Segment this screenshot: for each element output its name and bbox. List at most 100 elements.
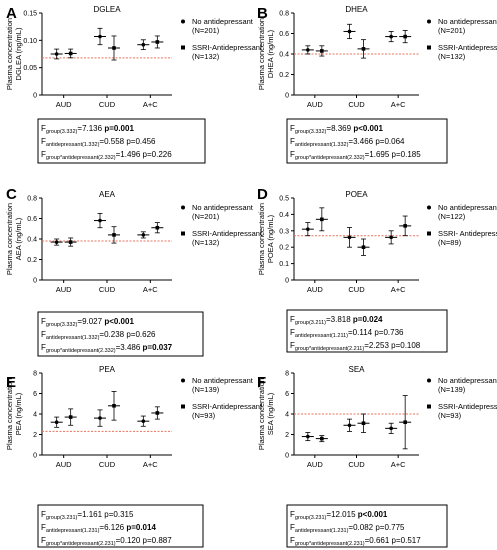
data-point-square — [320, 436, 324, 441]
y-tick-label: 0.6 — [27, 216, 37, 223]
panel-title: AEA — [99, 190, 116, 199]
x-tick-label: A+C — [391, 100, 406, 109]
panel-letter: D — [257, 186, 268, 203]
stats-text: =0.114 p=0.736 — [348, 328, 404, 337]
y-axis-label: Plasma concentrationPOEA (ng/mL) — [257, 203, 275, 275]
stats-line: Fgroup*antidepressant(2.332)=1.695 p=0.1… — [290, 150, 421, 161]
y-axis-label-line: Plasma concentration — [5, 378, 14, 450]
data-point-square — [361, 421, 366, 426]
legend-marker-circle — [427, 19, 431, 24]
y-tick-label: 0 — [33, 93, 37, 100]
x-tick-label: A+C — [143, 285, 158, 294]
stats-line: Fantidepressant(1.332)=0.558 p=0.456 — [41, 137, 156, 148]
legend-label: SSRI-Antidepressant — [192, 402, 263, 411]
stats-subscript: group*antidepressant(2.231) — [295, 541, 365, 547]
y-tick-label: 8 — [33, 371, 37, 378]
panel-letter: E — [6, 374, 16, 391]
stats-text: =3.818 — [326, 315, 353, 324]
stats-text: F — [41, 137, 46, 146]
legend-n: (N=201) — [192, 212, 220, 221]
x-tick-label: AUD — [56, 460, 72, 469]
legend-marker-square — [427, 45, 431, 50]
stats-significant-p: p=0.001 — [104, 124, 134, 133]
stats-subscript: group*antidepressant(2.332) — [46, 155, 116, 161]
data-point-circle — [54, 420, 59, 425]
x-tick-label: CUD — [348, 100, 365, 109]
data-point-square — [155, 411, 160, 415]
stats-text: F — [290, 341, 295, 350]
stats-text: =3.466 p=0.064 — [348, 137, 405, 146]
y-axis-label-line: AEA (ng/mL) — [14, 217, 23, 260]
x-tick-label: A+C — [391, 460, 406, 469]
stats-box — [286, 118, 448, 164]
y-tick-label: 4 — [33, 412, 37, 419]
stats-text: F — [41, 317, 46, 326]
stats-text: =12.015 — [326, 510, 357, 519]
legend-n: (N=139) — [192, 385, 220, 394]
legend-marker-circle — [427, 378, 431, 383]
data-point-circle — [98, 416, 102, 420]
stats-text: F — [41, 536, 46, 545]
y-axis-label-line: PEA (ng/mL) — [14, 392, 23, 435]
data-point-circle — [98, 34, 102, 39]
legend-marker-square — [181, 45, 185, 50]
stats-text: F — [290, 137, 295, 146]
chart-panel-d: D POEA Plasma concentrationPOEA (ng/mL) 0 0.… — [257, 186, 497, 353]
stats-subscript: group(3.231) — [46, 515, 78, 521]
y-tick-label: 0.4 — [279, 212, 289, 219]
stats-text: F — [290, 536, 295, 545]
legend-label: No antidepressant — [192, 376, 254, 385]
y-tick-label: 0.2 — [279, 72, 289, 79]
x-tick-label: CUD — [99, 285, 116, 294]
stats-subscript: group*antidepressant(2.211) — [295, 346, 364, 352]
stats-line: Fantidepressant(1.211)=0.114 p=0.736 — [290, 328, 404, 339]
stats-significant-p: p<0.001 — [358, 510, 388, 519]
stats-subscript: antidepressant(1.231) — [295, 528, 349, 534]
stats-text: =9.027 — [77, 317, 104, 326]
stats-text: =0.661 p=0.517 — [365, 536, 422, 545]
stats-subscript: antidepressant(1.332) — [46, 142, 100, 148]
x-tick-label: CUD — [348, 285, 365, 294]
stats-text: F — [41, 124, 46, 133]
stats-text: =1.695 p=0.185 — [365, 150, 422, 159]
y-tick-label: 0 — [285, 453, 289, 460]
y-tick-label: 0.2 — [279, 245, 289, 252]
data-point-circle — [54, 52, 59, 56]
stats-line: Fgroup*antidepressant(2.332)=1.496 p=0.2… — [41, 150, 172, 161]
data-point-square — [361, 245, 366, 249]
stats-text: =7.136 — [77, 124, 104, 133]
legend-marker-square — [181, 231, 185, 236]
data-point-circle — [306, 434, 310, 439]
stats-text: =1.161 p=0.315 — [77, 510, 134, 519]
data-point-square — [68, 240, 73, 244]
y-axis-label-line: DGLEA (ng/mL) — [14, 27, 23, 80]
data-point-square — [361, 47, 366, 51]
stats-significant-p: p=0.014 — [126, 523, 156, 532]
x-tick-label: AUD — [56, 100, 72, 109]
data-point-square — [403, 34, 407, 39]
x-tick-label: CUD — [99, 460, 116, 469]
stats-significant-p: p=0.024 — [353, 315, 383, 324]
y-axis-label-line: Plasma concentration — [257, 203, 266, 275]
legend-marker-square — [427, 404, 431, 409]
stats-text: =6.126 — [99, 523, 126, 532]
panel-letter: A — [6, 5, 17, 22]
stats-text: =1.496 p=0.226 — [116, 150, 173, 159]
stats-text: F — [290, 510, 295, 519]
data-point-circle — [389, 235, 393, 240]
x-tick-label: AUD — [307, 285, 323, 294]
y-tick-label: 0.10 — [23, 38, 37, 45]
stats-box — [37, 118, 206, 164]
y-tick-label: 8 — [285, 371, 289, 378]
panel-letter: C — [6, 186, 17, 203]
chart-panel-f: F SEA Plasma concentrationSEA (ng/mL) 0 2 4 6 8… — [257, 365, 497, 548]
stats-text: F — [41, 330, 46, 339]
panel-letter: F — [257, 374, 266, 391]
stats-line: Fgroup(3.332)=7.136 p=0.001 — [41, 124, 134, 135]
data-point-circle — [306, 48, 310, 52]
y-tick-label: 2 — [285, 432, 289, 439]
y-axis-label-line: Plasma concentration — [5, 18, 14, 90]
stats-text: =0.082 p=0.775 — [348, 523, 405, 532]
stats-text: F — [290, 315, 295, 324]
